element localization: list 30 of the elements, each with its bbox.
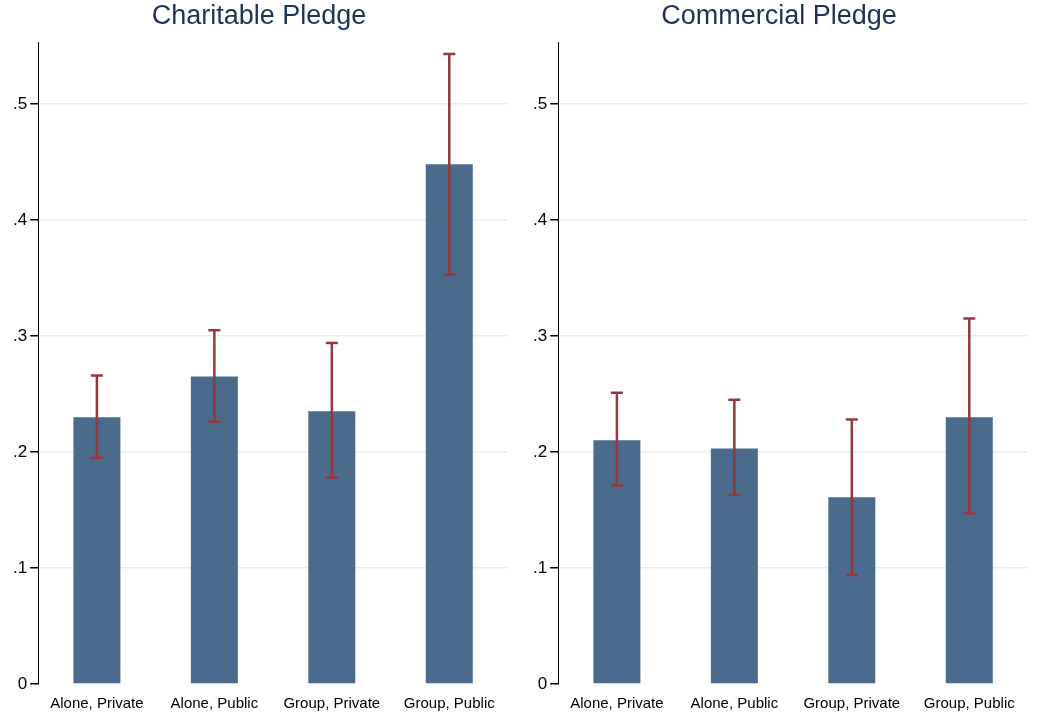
x-tick-label: Group, Public: [923, 694, 1016, 712]
y-tick-label: .2: [532, 441, 548, 461]
y-tick-label: .1: [532, 557, 548, 577]
y-tick-label: .2: [12, 441, 28, 461]
y-tick-label: .4: [532, 209, 548, 229]
bar: [945, 417, 993, 684]
bar: [593, 440, 641, 684]
chart-title: Commercial Pledge: [661, 0, 897, 30]
bar: [828, 497, 876, 684]
chart-title: Charitable Pledge: [151, 0, 367, 30]
y-tick-label: .4: [12, 209, 28, 229]
x-tick-label: Alone, Private: [570, 694, 664, 712]
bar: [190, 376, 238, 684]
bar: [308, 411, 356, 684]
x-tick-label: Group, Public: [403, 694, 496, 712]
y-tick-label: .3: [532, 325, 548, 345]
x-tick-label: Alone, Private: [50, 694, 144, 712]
y-tick-label: .5: [12, 93, 28, 113]
bar: [710, 448, 758, 684]
x-tick-label: Group, Private: [283, 694, 381, 712]
x-tick-label: Group, Private: [803, 694, 901, 712]
y-tick-label: .1: [12, 557, 28, 577]
y-tick-label: 0: [537, 673, 548, 693]
y-tick-label: 0: [17, 673, 28, 693]
x-tick-label: Alone, Public: [690, 694, 779, 712]
y-tick-label: .3: [12, 325, 28, 345]
bar: [73, 417, 121, 684]
y-tick-label: .5: [532, 93, 548, 113]
bar: [425, 164, 473, 684]
x-tick-label: Alone, Public: [170, 694, 259, 712]
